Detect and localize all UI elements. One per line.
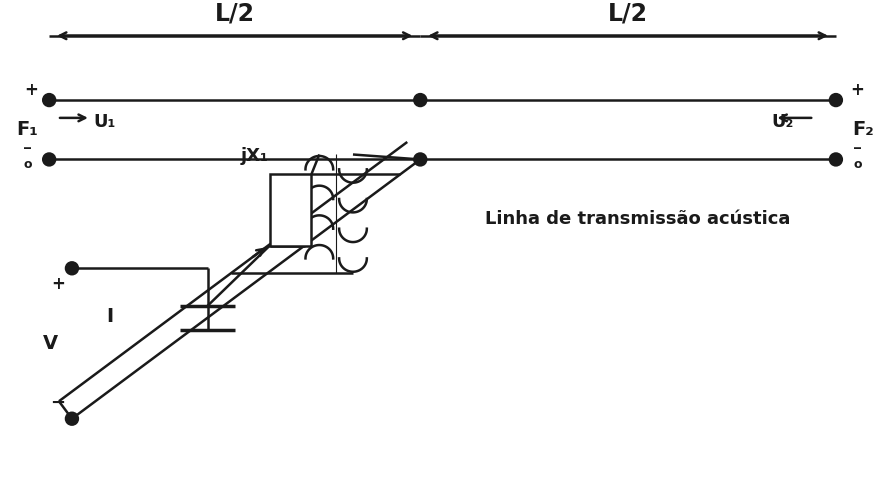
Text: jX₁: jX₁ [241,147,268,165]
Text: U₂: U₂ [772,113,794,131]
Text: I: I [106,307,113,326]
Text: o: o [23,158,32,171]
Circle shape [414,154,426,165]
Circle shape [830,154,842,165]
Text: +: + [851,81,864,99]
Text: V: V [43,334,58,353]
Text: Linha de transmissão acústica: Linha de transmissão acústica [486,210,790,228]
Text: F₂: F₂ [853,120,874,139]
Text: ‾: ‾ [854,147,862,161]
Circle shape [44,94,55,106]
Circle shape [66,413,78,425]
Circle shape [830,94,842,106]
Circle shape [44,154,55,165]
Text: −: − [51,394,66,412]
Text: L/2: L/2 [608,2,648,26]
Text: U₁: U₁ [94,113,116,131]
Circle shape [414,94,426,106]
Bar [270,174,312,245]
Text: +: + [51,275,65,293]
Text: +: + [24,81,38,99]
Text: o: o [854,158,862,171]
Text: ‾: ‾ [24,147,31,161]
Text: F₁: F₁ [16,120,38,139]
Circle shape [66,262,78,274]
Text: L/2: L/2 [215,2,255,26]
